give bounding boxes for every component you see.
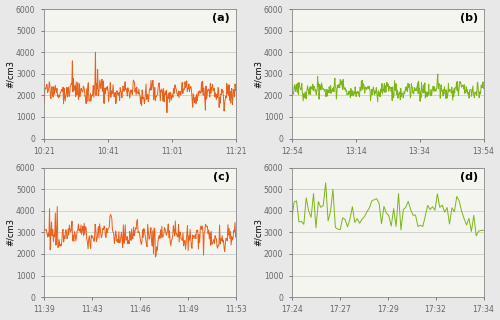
Y-axis label: #/cm3: #/cm3 — [6, 218, 15, 246]
Y-axis label: #/cm3: #/cm3 — [254, 218, 262, 246]
Y-axis label: #/cm3: #/cm3 — [6, 60, 15, 88]
Text: (c): (c) — [213, 172, 230, 181]
Text: (a): (a) — [212, 13, 230, 23]
Text: (b): (b) — [460, 13, 478, 23]
Y-axis label: #/cm3: #/cm3 — [254, 60, 262, 88]
Text: (d): (d) — [460, 172, 478, 181]
